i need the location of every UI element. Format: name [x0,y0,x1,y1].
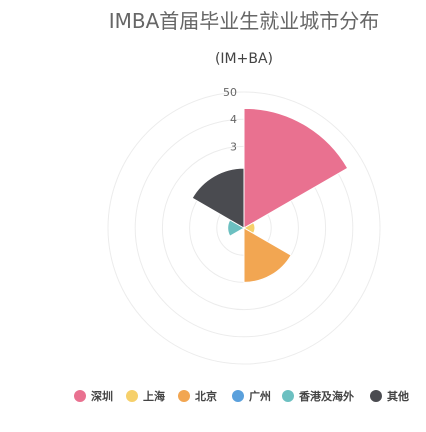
legend-marker-1 [126,390,138,402]
sector-2 [243,227,292,283]
legend-item-3: 广州 [232,389,271,403]
radial-tick-label-1: 4 [230,113,237,126]
legend-label-3: 广州 [249,389,271,403]
radial-tick-label-2: 50 [223,86,237,99]
sector-0 [243,107,349,229]
legend-label-1: 上海 [143,389,165,403]
polar-grid-ring [107,91,381,365]
legend-label-5: 其他 [387,389,409,403]
legend-marker-4 [282,390,294,402]
legend-label-2: 北京 [195,389,217,403]
chart-subtitle: (IM+BA) [215,51,273,67]
chart-legend: 深圳 上海 北京 广州 香港及海外 其他 [74,389,409,403]
legend-item-5: 其他 [370,389,409,403]
legend-marker-0 [74,390,86,402]
legend-marker-3 [232,390,244,402]
radial-tick-label-0: 3 [230,140,237,153]
chart-title: IMBA首届毕业生就业城市分布 [109,9,380,33]
radial-axis-ticks: 3 4 50 [223,86,237,153]
legend-label-0: 深圳 [91,389,113,403]
legend-item-0: 深圳 [74,389,113,403]
sector-5 [191,167,245,229]
legend-label-4: 香港及海外 [298,389,354,403]
legend-item-1: 上海 [126,389,165,403]
legend-marker-5 [370,390,382,402]
legend-item-4: 香港及海外 [282,389,354,403]
polar-sectors [191,107,349,283]
legend-item-2: 北京 [178,389,217,403]
legend-marker-2 [178,390,190,402]
